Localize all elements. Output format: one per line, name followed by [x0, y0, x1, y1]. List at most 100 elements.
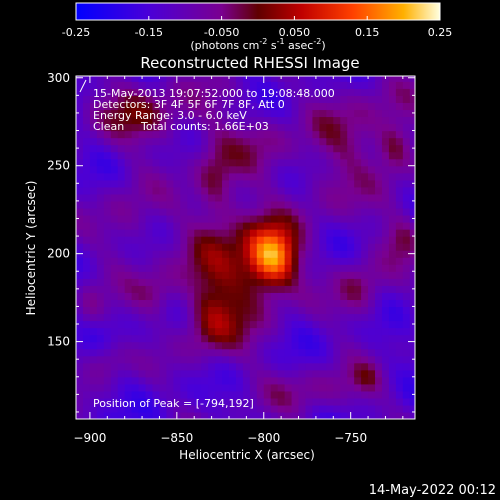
heatmap-cell [194, 383, 202, 392]
heatmap-cell [180, 214, 188, 223]
heatmap-cell [215, 207, 223, 216]
heatmap-cell [173, 81, 181, 89]
heatmap-cell [381, 102, 390, 111]
heatmap-cell [76, 362, 84, 371]
heatmap-cell [124, 327, 133, 336]
heatmap-cell [277, 88, 286, 96]
heatmap-cell [242, 236, 251, 244]
heatmap-cell [326, 214, 334, 223]
heatmap-cell [298, 151, 307, 160]
heatmap-cell [277, 186, 286, 195]
heatmap-cell [347, 221, 355, 230]
heatmap-cell [291, 200, 300, 209]
heatmap-cell [138, 355, 147, 364]
heatmap-cell [305, 404, 314, 413]
heatmap-cell [284, 257, 293, 265]
heatmap-cell [333, 348, 341, 357]
heatmap-cell [76, 81, 84, 89]
heatmap-cell [208, 278, 216, 286]
heatmap-cell [180, 362, 188, 371]
heatmap-cell [333, 144, 341, 153]
heatmap-cell [305, 320, 314, 329]
heatmap-cell [124, 130, 133, 139]
heatmap-cell [277, 95, 286, 103]
heatmap-cell [409, 88, 415, 96]
colorbar-unit-label: (photons cm-2 s-1 asec-2) [190, 37, 325, 52]
heatmap-cell [402, 200, 411, 209]
heatmap-cell [319, 390, 327, 399]
heatmap-cell [228, 334, 237, 343]
heatmap-cell [159, 165, 167, 174]
heatmap-cell [395, 390, 404, 399]
heatmap-cell [180, 383, 188, 392]
heatmap-cell [138, 292, 147, 300]
heatmap-cell [180, 334, 188, 343]
heatmap-cell [368, 200, 376, 209]
heatmap-cell [368, 207, 376, 216]
heatmap-cell [82, 264, 91, 272]
heatmap-cell [173, 116, 181, 125]
heatmap-cell [194, 151, 202, 160]
heatmap-cell [319, 151, 327, 160]
heatmap-cell [89, 236, 98, 244]
heatmap-cell [291, 88, 300, 96]
heatmap-cell [263, 334, 272, 343]
heatmap-cell [340, 109, 348, 118]
heatmap-cell [270, 313, 279, 322]
heatmap-cell [138, 214, 147, 223]
heatmap-cell [347, 383, 355, 392]
heatmap-cell [305, 229, 314, 237]
heatmap-cell [194, 221, 202, 230]
heatmap-cell [319, 278, 327, 286]
heatmap-cell [361, 165, 369, 174]
heatmap-cell [270, 264, 279, 272]
heatmap-cell [284, 313, 293, 322]
heatmap-cell [103, 313, 112, 322]
heatmap-cell [235, 271, 244, 279]
heatmap-cell [138, 137, 147, 146]
heatmap-cell [388, 165, 397, 174]
heatmap-cell [124, 362, 133, 371]
heatmap-cell [347, 193, 355, 202]
heatmap-cell [402, 278, 411, 286]
heatmap-cell [117, 130, 126, 139]
heatmap-cell [166, 299, 174, 308]
heatmap-cell [409, 404, 415, 413]
heatmap-cell [409, 172, 415, 181]
heatmap-cell [222, 348, 230, 357]
heatmap-cell [131, 243, 140, 251]
heatmap-cell [291, 95, 300, 103]
heatmap-cell [96, 229, 105, 237]
heatmap-cell [395, 362, 404, 371]
heatmap-cell [402, 179, 411, 188]
heatmap-cell [402, 76, 411, 82]
heatmap-cell [368, 313, 376, 322]
heatmap-cell [159, 158, 167, 167]
heatmap-cell [249, 123, 258, 132]
heatmap-cell [89, 81, 98, 89]
heatmap-cell [375, 404, 383, 413]
heatmap-cell [340, 116, 348, 125]
heatmap-cell [194, 341, 202, 350]
heatmap-cell [208, 116, 216, 125]
heatmap-cell [388, 299, 397, 308]
heatmap-cell [180, 327, 188, 336]
heatmap-cell [76, 306, 84, 315]
heatmap-cell [180, 285, 188, 293]
heatmap-cell [159, 306, 167, 315]
heatmap-cell [305, 264, 314, 272]
heatmap-cell [138, 383, 147, 392]
heatmap-cell [242, 179, 251, 188]
heatmap-cell [208, 313, 216, 322]
heatmap-cell [298, 130, 307, 139]
heatmap-cell [326, 299, 334, 308]
heatmap-cell [333, 285, 341, 293]
heatmap-cell [388, 292, 397, 300]
heatmap-cell [215, 355, 223, 364]
heatmap-cell [194, 95, 202, 103]
heatmap-cell [256, 102, 265, 111]
heatmap-cell [110, 214, 119, 223]
heatmap-cell [347, 397, 355, 406]
heatmap-cell [228, 264, 237, 272]
heatmap-cell [395, 285, 404, 293]
